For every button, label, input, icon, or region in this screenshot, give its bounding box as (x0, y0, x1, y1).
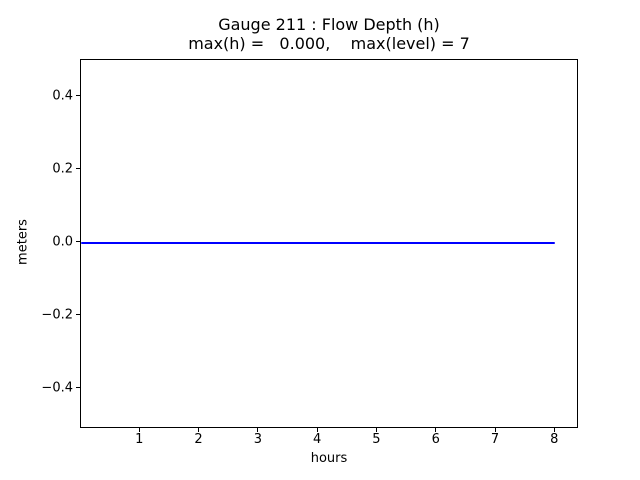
y-tick (76, 95, 80, 97)
x-tick (435, 428, 437, 432)
x-tick-label: 5 (372, 432, 381, 447)
chart-title-line1: Gauge 211 : Flow Depth (h) (218, 15, 440, 34)
series-line-h (81, 241, 556, 244)
y-tick-label: 0.4 (52, 88, 73, 104)
x-tick (494, 428, 496, 432)
x-tick-label: 6 (431, 432, 440, 447)
y-tick-label: −0.2 (41, 307, 73, 323)
y-tick (76, 387, 80, 389)
x-tick (138, 428, 140, 432)
x-tick (375, 428, 377, 432)
x-tick-label: 4 (313, 432, 322, 447)
x-tick-label: 3 (253, 432, 262, 447)
y-tick-label: 0.2 (52, 161, 73, 177)
x-tick-label: 2 (194, 432, 203, 447)
x-tick (257, 428, 259, 432)
y-axis-label: meters (15, 219, 31, 265)
chart-title-line2: max(h) = 0.000, max(level) = 7 (188, 34, 470, 53)
y-tick-label: −0.4 (41, 380, 73, 396)
x-tick (198, 428, 200, 432)
y-tick (76, 314, 80, 316)
x-tick-label: 7 (490, 432, 500, 447)
x-tick (316, 428, 318, 432)
y-tick (76, 168, 80, 170)
x-tick (553, 428, 555, 432)
y-tick-label: 0.0 (52, 234, 73, 250)
x-tick-label: 8 (550, 432, 559, 447)
plot-area (80, 59, 578, 428)
x-tick-label: 1 (135, 432, 144, 447)
x-axis-label: hours (310, 451, 348, 466)
y-tick (76, 241, 80, 243)
chart-title: Gauge 211 : Flow Depth (h) max(h) = 0.00… (80, 15, 578, 53)
